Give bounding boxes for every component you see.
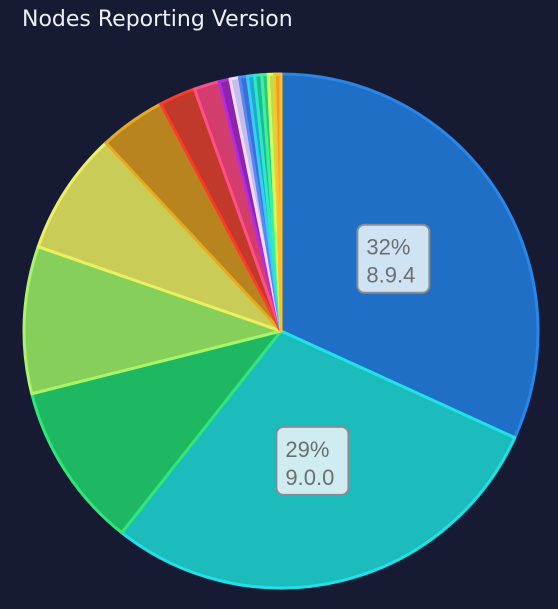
pie-labels: 32% 8.9.4 29% 9.0.0 bbox=[275, 223, 431, 496]
chart-title: Nodes Reporting Version bbox=[22, 7, 293, 32]
pie-slices bbox=[22, 72, 540, 590]
pie-slice-2[interactable] bbox=[30, 329, 283, 535]
slice-version-0: 8.9.4 bbox=[366, 263, 415, 288]
slice-version-1: 9.0.0 bbox=[285, 465, 334, 490]
pie-slice-4[interactable] bbox=[36, 141, 283, 333]
slice-label-box-0 bbox=[356, 223, 431, 294]
slice-label-box-1 bbox=[275, 425, 350, 496]
slice-percent-1: 29% bbox=[285, 437, 329, 462]
pie-slice-15[interactable] bbox=[273, 72, 283, 333]
slice-label-0: 32% 8.9.4 bbox=[356, 223, 431, 294]
pie-slice-3[interactable] bbox=[22, 245, 283, 396]
slice-label-1: 29% 9.0.0 bbox=[275, 425, 350, 496]
slice-percent-0: 32% bbox=[366, 235, 410, 260]
